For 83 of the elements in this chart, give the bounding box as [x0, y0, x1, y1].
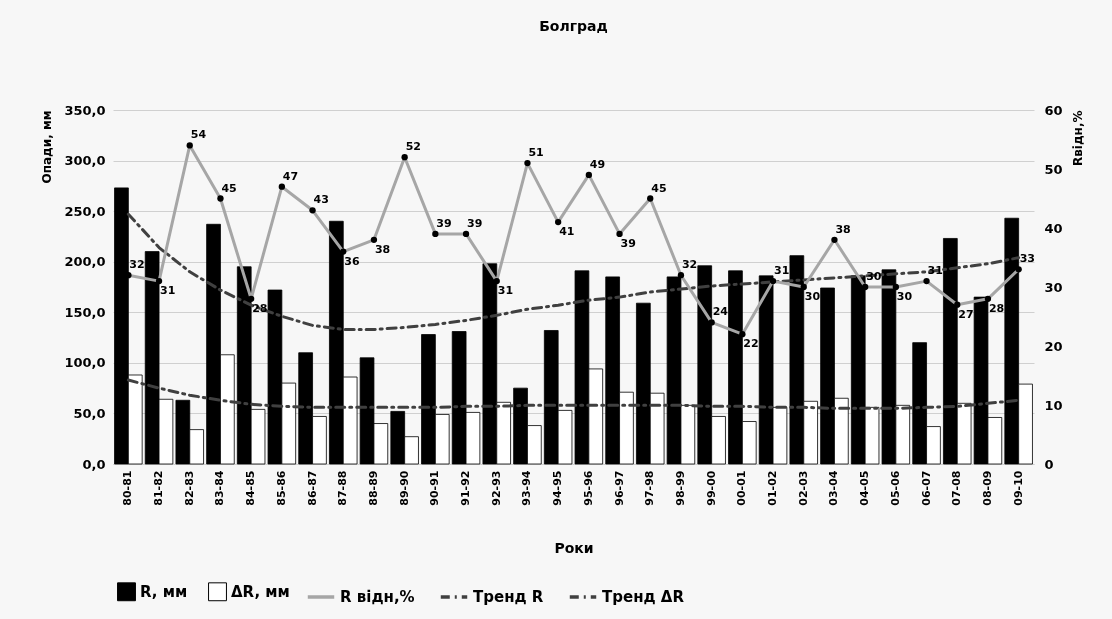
legend-label: R, мм — [140, 582, 188, 601]
data-label: 45 — [651, 181, 667, 195]
x-tick-label: 03-04 — [827, 470, 841, 506]
y2-tick-label: 20 — [1044, 338, 1063, 354]
data-label: 24 — [712, 305, 729, 319]
y-tick-label: 350,0 — [64, 102, 106, 118]
y-tick-label: 250,0 — [64, 203, 106, 219]
chart-title: Болград — [539, 18, 608, 34]
x-tick-label: 94-95 — [551, 470, 565, 506]
x-tick-label: 99-00 — [704, 470, 718, 506]
data-label: 36 — [344, 254, 360, 268]
y2-tick-label: 40 — [1044, 220, 1063, 236]
x-tick-label: 86-87 — [305, 470, 319, 506]
x-tick-label: 88-89 — [366, 470, 380, 506]
data-label: 39 — [620, 236, 636, 250]
x-tick-label: 93-94 — [520, 470, 534, 506]
data-label: 30 — [804, 290, 821, 303]
y-tick-label: 150,0 — [64, 304, 106, 320]
y2-tick-label: 0 — [1044, 456, 1054, 472]
y-tick-label: 0,0 — [82, 456, 106, 472]
legend-label: Тренд ΔR — [602, 588, 685, 606]
line-series — [126, 212, 1021, 331]
x-tick-label: 90-91 — [428, 470, 442, 506]
data-label: 43 — [313, 193, 329, 207]
y-tick-label: 200,0 — [64, 254, 106, 270]
y-tick-label: 100,0 — [64, 355, 106, 371]
data-label: 31 — [160, 284, 176, 298]
line-series — [126, 378, 1021, 410]
data-label: 32 — [129, 258, 145, 272]
x-tick-label: 81-82 — [152, 470, 166, 506]
data-label: 31 — [774, 264, 790, 278]
data-label: 27 — [958, 307, 974, 321]
data-label: 41 — [559, 225, 575, 239]
data-label: 45 — [221, 181, 237, 195]
data-label: 39 — [467, 216, 483, 230]
y-tick-label: 50,0 — [73, 405, 106, 421]
data-label: 32 — [681, 258, 698, 272]
data-label: 22 — [743, 337, 759, 351]
x-tick-label: 01-02 — [766, 470, 780, 506]
x-tick-label: 89-90 — [397, 470, 411, 506]
x-tick-label: 98-99 — [673, 470, 687, 506]
data-label: 49 — [589, 157, 606, 171]
x-tick-label: 83-84 — [213, 470, 227, 506]
data-label: 39 — [436, 216, 452, 230]
x-tick-label: 87-88 — [336, 470, 350, 506]
y2-tick-label: 50 — [1044, 161, 1063, 177]
data-label: 52 — [405, 140, 421, 154]
data-label: 51 — [528, 146, 544, 160]
legend-label: R відн,% — [340, 588, 415, 606]
y2-tick-label: 60 — [1044, 102, 1063, 118]
legend-label: ΔR, мм — [231, 582, 290, 601]
x-tick-label: 07-08 — [950, 470, 964, 506]
data-label: 38 — [835, 222, 851, 236]
data-label: 28 — [988, 301, 1005, 315]
x-tick-label: 05-06 — [888, 470, 902, 506]
x-tick-label: 84-85 — [244, 470, 258, 506]
x-tick-label: 02-03 — [796, 470, 810, 506]
y-axis-title: Опади, мм — [40, 110, 55, 184]
data-label: 33 — [1019, 252, 1035, 266]
data-label: 30 — [896, 290, 913, 303]
y-tick-label: 300,0 — [64, 153, 106, 169]
x-tick-label: 06-07 — [919, 470, 933, 506]
x-tick-label: 97-98 — [643, 470, 657, 506]
legend-label: Тренд R — [473, 588, 544, 606]
data-label: 38 — [374, 242, 391, 256]
x-tick-label: 82-83 — [182, 470, 196, 506]
x-tick-label: 09-10 — [1011, 470, 1025, 506]
x-tick-label: 08-09 — [980, 470, 994, 506]
data-label: 54 — [190, 128, 207, 142]
x-tick-label: 96-97 — [612, 470, 626, 506]
y2-tick-label: 30 — [1044, 279, 1063, 295]
x-tick-label: 85-86 — [274, 470, 288, 506]
x-tick-label: 04-05 — [858, 470, 872, 506]
x-tick-label: 80-81 — [121, 470, 135, 506]
x-tick-label: 91-92 — [459, 470, 473, 506]
x-axis-title: Роки — [554, 539, 594, 556]
x-tick-label: 95-96 — [581, 470, 595, 506]
x-tick-label: 00-01 — [735, 470, 749, 506]
data-label: 47 — [282, 169, 299, 183]
x-tick-label: 92-93 — [489, 470, 503, 506]
y2-axis-title: Rвідн,% — [1070, 110, 1085, 167]
data-label: 31 — [497, 284, 514, 298]
y2-tick-label: 10 — [1044, 397, 1063, 413]
